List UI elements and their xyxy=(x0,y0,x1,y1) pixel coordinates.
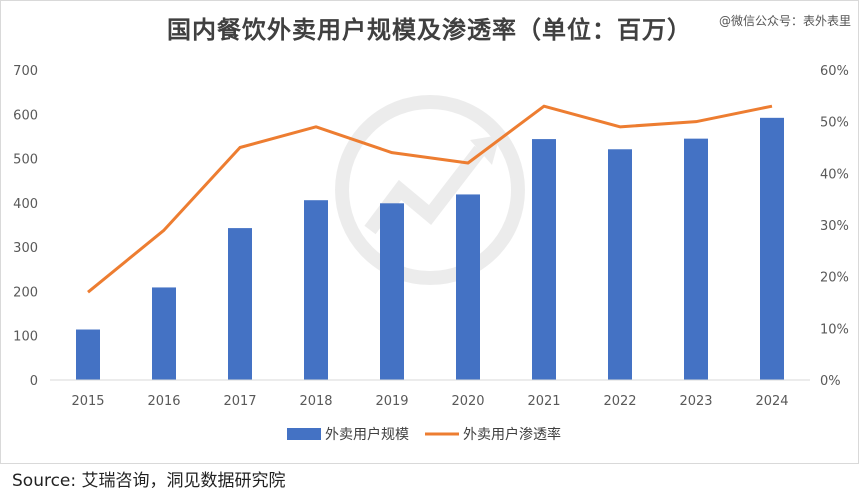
left-tick-label: 200 xyxy=(13,285,38,300)
chart-svg: 0 100 200 300 400 500 600 700 0% 10% 20% 30% 40% 50%… xyxy=(13,64,849,443)
bar xyxy=(76,329,100,380)
legend: 外卖用户规模 外卖用户渗透率 xyxy=(287,426,561,443)
right-tick-label: 30% xyxy=(820,219,849,234)
x-tick-label: 2015 xyxy=(71,394,104,409)
left-tick-label: 0 xyxy=(30,374,38,389)
watermark-logo xyxy=(335,95,525,285)
bar xyxy=(304,200,328,380)
left-tick-label: 500 xyxy=(13,153,38,168)
left-tick-label: 300 xyxy=(13,241,38,256)
bar xyxy=(456,194,480,380)
x-tick-label: 2019 xyxy=(375,394,408,409)
right-tick-label: 60% xyxy=(820,64,849,79)
right-tick-label: 40% xyxy=(820,167,849,182)
bar xyxy=(608,149,632,380)
left-tick-label: 400 xyxy=(13,197,38,212)
right-tick-label: 10% xyxy=(820,322,849,337)
right-tick-label: 0% xyxy=(820,374,841,389)
bar xyxy=(760,117,784,380)
legend-label-bar: 外卖用户规模 xyxy=(325,426,409,443)
left-tick-label: 100 xyxy=(13,330,38,345)
x-tick-label: 2016 xyxy=(147,394,180,409)
penetration-line xyxy=(87,104,773,294)
right-axis: 0% 10% 20% 30% 40% 50% 60% xyxy=(820,64,849,389)
x-tick-label: 2022 xyxy=(603,394,636,409)
x-tick-label: 2024 xyxy=(755,394,788,409)
bar xyxy=(380,203,404,380)
left-tick-label: 700 xyxy=(13,64,38,79)
legend-swatch-bar xyxy=(287,428,321,440)
x-axis: 2015 2016 2017 2018 2019 2020 2021 2022 2023 2024 xyxy=(50,379,810,409)
right-tick-label: 50% xyxy=(820,116,849,131)
left-axis: 0 100 200 300 400 500 600 700 xyxy=(13,64,38,389)
left-tick-label: 600 xyxy=(13,108,38,123)
x-tick-label: 2021 xyxy=(527,394,560,409)
chart-frame xyxy=(0,0,859,464)
bar xyxy=(228,228,252,380)
x-tick-label: 2018 xyxy=(299,394,332,409)
bar xyxy=(532,139,556,380)
chart-title: 国内餐饮外卖用户规模及渗透率（单位：百万） xyxy=(167,16,692,44)
bar xyxy=(152,287,176,380)
x-tick-label: 2020 xyxy=(451,394,484,409)
bar xyxy=(684,138,708,380)
plot-area xyxy=(76,104,784,380)
x-tick-label: 2017 xyxy=(223,394,256,409)
x-tick-label: 2023 xyxy=(679,394,712,409)
right-tick-label: 20% xyxy=(820,271,849,286)
source-note: Source: 艾瑞咨询，洞见数据研究院 xyxy=(12,471,286,491)
legend-label-line: 外卖用户渗透率 xyxy=(463,426,561,443)
wechat-credit: @微信公众号：表外表里 xyxy=(718,14,851,28)
